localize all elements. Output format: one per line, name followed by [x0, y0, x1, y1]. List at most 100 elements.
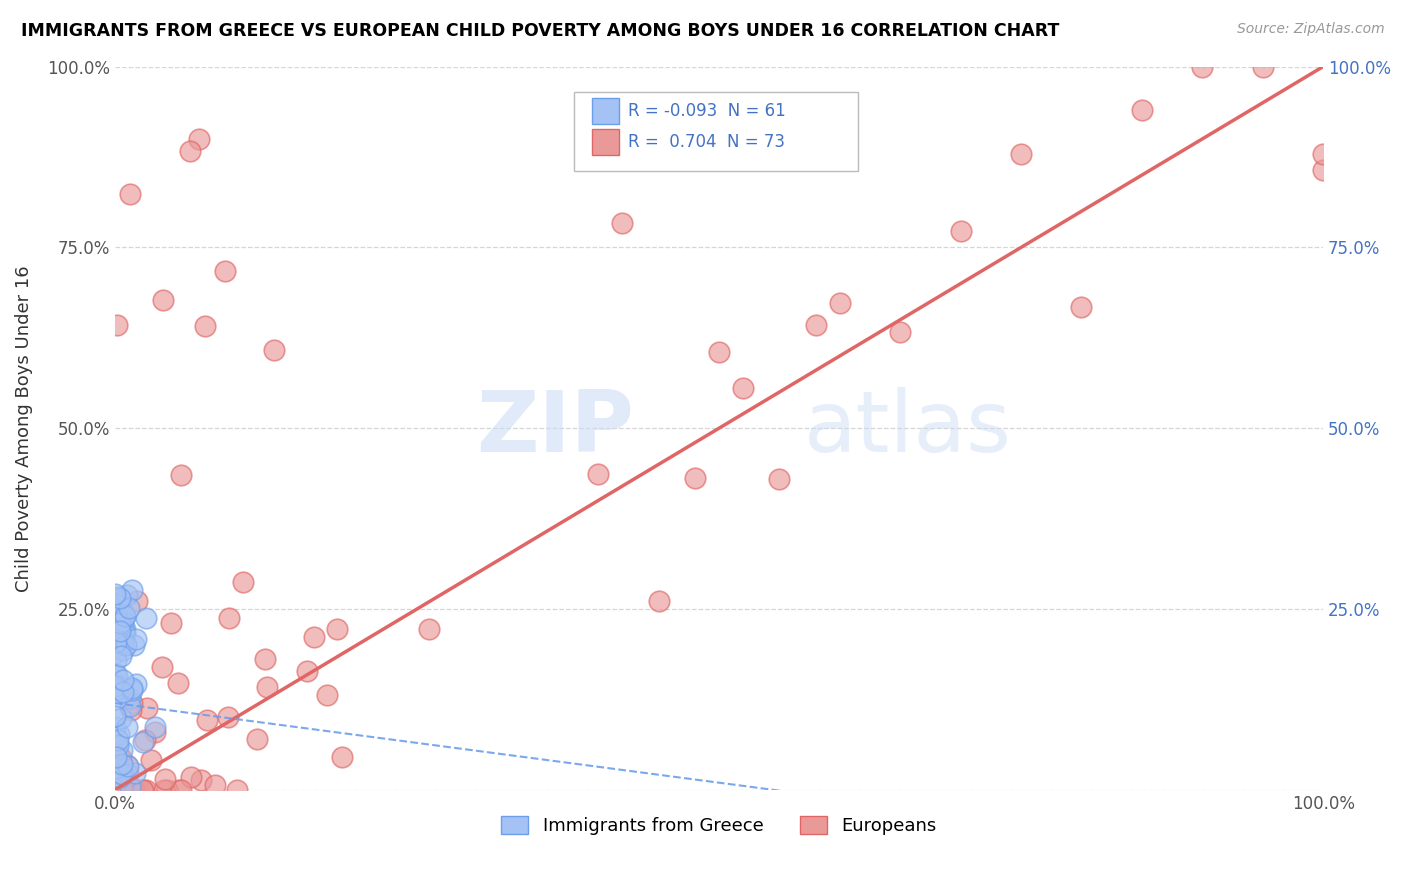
Point [195, 713, 218, 727]
Point [111, 756, 134, 771]
Point [121, 582, 143, 597]
Point [114, 627, 136, 641]
Point [105, 766, 128, 780]
Point [104, 587, 127, 601]
Point [104, 679, 127, 693]
Point [159, 615, 181, 630]
Point [254, 652, 277, 666]
Point [124, 766, 146, 780]
Point [136, 701, 159, 715]
Point [122, 783, 145, 797]
Point [110, 711, 132, 725]
Point [107, 590, 129, 604]
Point [104, 666, 127, 681]
Point [114, 609, 136, 624]
Point [111, 783, 134, 797]
Point [225, 783, 247, 797]
Point [108, 624, 131, 639]
Point [115, 757, 138, 772]
Point [118, 186, 141, 201]
Point [121, 783, 143, 797]
Point [118, 601, 141, 615]
Point [1070, 300, 1092, 314]
Point [418, 622, 440, 636]
Point [107, 678, 129, 692]
Point [107, 739, 129, 753]
Point [139, 753, 162, 767]
Point [105, 653, 128, 667]
Point [586, 467, 609, 481]
Y-axis label: Child Poverty Among Boys Under 16: Child Poverty Among Boys Under 16 [15, 265, 32, 591]
Bar [592, 128, 619, 155]
Point [108, 727, 131, 741]
Point [170, 467, 193, 482]
Point [121, 683, 143, 698]
Point [316, 688, 339, 702]
Point [232, 574, 254, 589]
Point [114, 622, 136, 636]
Point [1191, 60, 1213, 74]
Point [132, 783, 155, 797]
Text: R =  0.704  N = 73: R = 0.704 N = 73 [628, 133, 786, 151]
Point [132, 735, 155, 749]
Point [117, 783, 139, 797]
Point [768, 472, 790, 486]
Point [117, 758, 139, 772]
Point [1251, 60, 1274, 74]
Text: Source: ZipAtlas.com: Source: ZipAtlas.com [1237, 22, 1385, 37]
Point [170, 783, 193, 797]
Point [167, 676, 190, 690]
Point [194, 318, 217, 333]
Point [1010, 147, 1032, 161]
Point [256, 680, 278, 694]
Text: R = -0.093  N = 61: R = -0.093 N = 61 [628, 103, 786, 120]
Point [105, 607, 128, 621]
Point [118, 780, 141, 794]
Point [105, 667, 128, 681]
Point [295, 664, 318, 678]
Point [246, 732, 269, 747]
Point [889, 325, 911, 339]
Point [263, 343, 285, 358]
Point [828, 296, 851, 310]
Point [152, 293, 174, 308]
Point [131, 783, 153, 797]
Point [167, 783, 190, 797]
Text: atlas: atlas [804, 387, 1011, 470]
Point [122, 638, 145, 652]
Text: ZIP: ZIP [477, 387, 634, 470]
Point [153, 783, 176, 797]
Point [127, 783, 149, 797]
Point [180, 771, 202, 785]
Text: IMMIGRANTS FROM GREECE VS EUROPEAN CHILD POVERTY AMONG BOYS UNDER 16 CORRELATION: IMMIGRANTS FROM GREECE VS EUROPEAN CHILD… [21, 22, 1060, 40]
Point [108, 684, 131, 698]
Point [112, 624, 135, 638]
Point [122, 783, 145, 797]
Point [110, 616, 132, 631]
Point [118, 691, 141, 706]
Point [107, 733, 129, 747]
Point [110, 750, 132, 764]
Point [110, 648, 132, 663]
Point [218, 610, 240, 624]
Point [120, 699, 142, 714]
Point [117, 766, 139, 780]
Point [104, 646, 127, 660]
Point [1130, 103, 1153, 118]
Point [218, 710, 240, 724]
Point [108, 770, 131, 784]
Point [326, 622, 349, 636]
Point [105, 692, 128, 706]
Point [122, 783, 145, 797]
Point [121, 681, 143, 695]
Point [179, 144, 201, 158]
Point [1312, 163, 1334, 178]
Point [612, 216, 634, 230]
Point [114, 609, 136, 624]
Point [104, 604, 127, 618]
Point [111, 635, 134, 649]
Point [1312, 146, 1334, 161]
Point [156, 783, 179, 797]
Point [115, 589, 138, 603]
Point [110, 591, 132, 605]
